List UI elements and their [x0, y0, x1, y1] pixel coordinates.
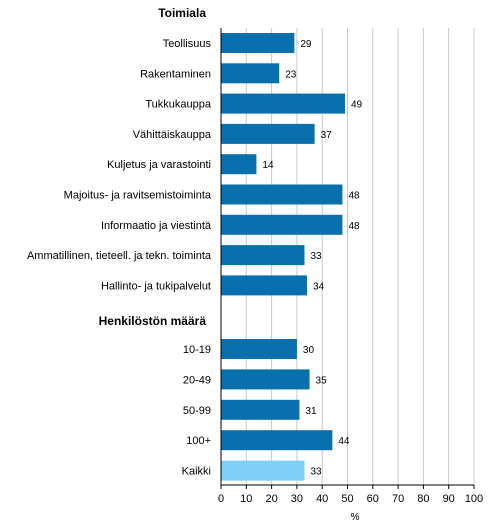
data-label: 33 [310, 467, 322, 478]
category-label: Informaatio ja viestintä [101, 220, 212, 232]
bars [221, 33, 345, 481]
data-label: 35 [316, 375, 328, 386]
bar [221, 123, 315, 144]
data-label: 44 [338, 436, 350, 447]
category-label: Tukkukauppa [145, 99, 212, 111]
data-label: 31 [305, 406, 317, 417]
category-label: 10-19 [183, 344, 211, 356]
category-label: 100+ [186, 435, 211, 447]
data-label: 33 [310, 251, 322, 262]
bar [221, 369, 310, 390]
category-label: Ammatillinen, tieteell. ja tekn. toimint… [27, 250, 212, 262]
data-label: 23 [285, 69, 297, 80]
category-label: 50-99 [183, 405, 211, 417]
category-label: Teollisuus [163, 38, 212, 50]
x-tick-label: 90 [443, 493, 455, 505]
bar [221, 214, 343, 235]
category-label: Kaikki [182, 466, 211, 478]
x-tick-label: 70 [392, 493, 404, 505]
category-label: Hallinto- ja tukipalvelut [101, 280, 211, 292]
group-heading: Henkilöstön määrä [99, 314, 207, 328]
bar [221, 399, 300, 420]
bar [221, 275, 308, 296]
data-label: 14 [262, 160, 274, 171]
x-tick-label: 80 [417, 493, 429, 505]
category-label: 20-49 [183, 374, 211, 386]
data-label: 37 [321, 130, 333, 141]
bar [221, 154, 257, 175]
x-tick-label: 20 [265, 493, 277, 505]
data-label: 48 [348, 221, 360, 232]
group-heading: Toimiala [158, 6, 206, 20]
category-label: Rakentaminen [140, 68, 211, 80]
x-axis-label: % [351, 512, 360, 523]
bar [221, 184, 343, 205]
data-label: 49 [351, 100, 363, 111]
data-label: 29 [300, 39, 312, 50]
x-tick-label: 100 [465, 493, 483, 505]
data-label: 30 [303, 345, 315, 356]
bar [221, 245, 305, 266]
bar [221, 339, 297, 359]
x-tick-label: 10 [240, 493, 252, 505]
data-label: 34 [313, 281, 325, 292]
bar [221, 63, 280, 84]
bar [221, 430, 333, 451]
x-tick-label: 60 [367, 493, 379, 505]
bar [221, 93, 345, 114]
x-tick-label: 50 [341, 493, 353, 505]
data-label: 48 [348, 191, 360, 202]
bar [221, 460, 305, 481]
x-tick-label: 40 [316, 493, 328, 505]
x-tick-label: 30 [291, 493, 303, 505]
bar [221, 33, 295, 53]
x-tick-label: 0 [218, 493, 224, 505]
category-label: Majoitus- ja ravitsemistoiminta [64, 190, 212, 202]
category-label: Vähittäiskauppa [133, 129, 212, 141]
category-label: Kuljetus ja varastointi [107, 159, 211, 171]
